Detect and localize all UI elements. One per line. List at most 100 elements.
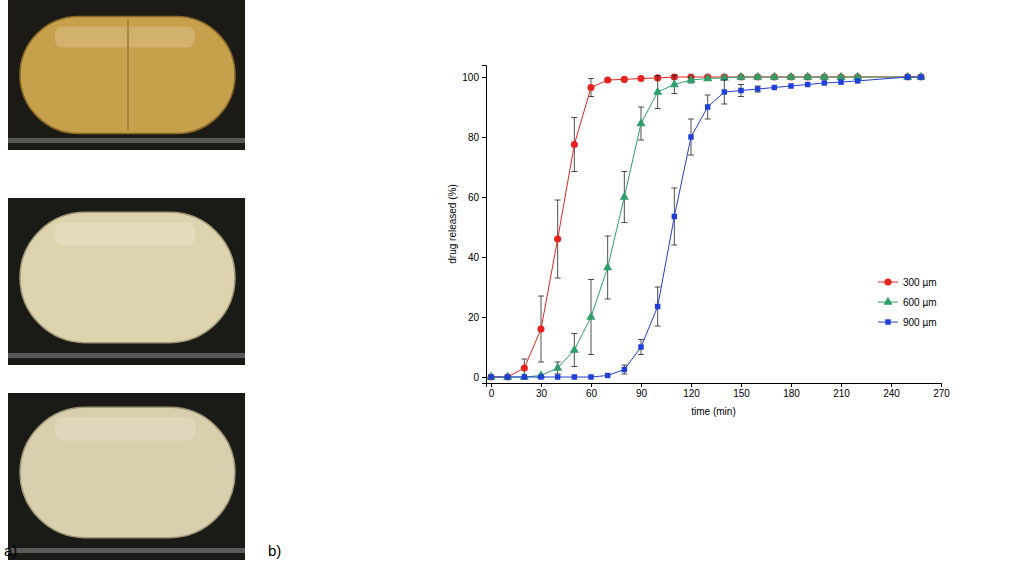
y-tick: 0 xyxy=(473,372,486,383)
data-point xyxy=(753,72,762,80)
y-tick: 40 xyxy=(468,252,486,263)
x-axis-title: time (min) xyxy=(691,406,735,417)
error-bar-cap xyxy=(588,354,594,355)
error-bar-cap xyxy=(571,171,577,172)
series xyxy=(488,74,923,379)
y-tick-mark xyxy=(482,77,486,78)
data-point xyxy=(820,72,829,80)
error-bar-cap xyxy=(571,117,577,118)
data-point xyxy=(604,76,611,83)
error-bar-cap xyxy=(555,200,561,201)
capsule-highlight xyxy=(55,222,195,245)
data-point xyxy=(917,73,924,80)
x-tick: 30 xyxy=(536,383,548,399)
x-tick: 240 xyxy=(883,383,900,399)
data-point xyxy=(855,78,860,83)
series-line xyxy=(491,77,921,377)
data-point xyxy=(638,344,643,349)
data-point xyxy=(736,72,745,80)
data-point xyxy=(603,262,612,270)
legend-item: 900 µm xyxy=(878,317,937,328)
y-axis: 020406080100 xyxy=(462,66,486,384)
data-point xyxy=(538,374,543,379)
data-point xyxy=(488,374,493,379)
series xyxy=(486,72,925,380)
capsule-highlight xyxy=(55,417,195,440)
error-bar-cap xyxy=(638,140,644,141)
legend-swatch-marker xyxy=(885,319,890,324)
data-point xyxy=(772,85,777,90)
error-bar-cap xyxy=(655,108,661,109)
x-tick-label: 270 xyxy=(933,388,950,399)
data-point xyxy=(653,87,662,95)
data-point xyxy=(622,367,627,372)
data-point xyxy=(571,141,578,148)
y-tick-mark xyxy=(482,317,486,318)
legend-item: 300 µm xyxy=(878,277,937,288)
error-bar xyxy=(688,119,694,155)
data-point xyxy=(655,304,660,309)
error-bar-cap xyxy=(588,78,594,79)
capsule xyxy=(20,212,235,342)
data-point xyxy=(586,312,595,320)
data-point xyxy=(686,75,695,83)
photo xyxy=(8,198,245,365)
data-point xyxy=(770,72,779,80)
plot-area xyxy=(486,72,925,381)
data-point xyxy=(537,325,544,332)
legend-label: 300 µm xyxy=(903,277,937,288)
data-point xyxy=(704,73,711,80)
data-point xyxy=(570,345,579,353)
error-bar-cap xyxy=(688,119,694,120)
error-bar xyxy=(671,188,677,245)
data-point xyxy=(904,73,911,80)
error-bar xyxy=(571,118,577,172)
capsule xyxy=(20,17,235,134)
photo-background xyxy=(8,393,245,560)
y-tick: 100 xyxy=(462,72,486,83)
x-axis-line xyxy=(487,384,942,388)
error-bar-cap xyxy=(671,93,677,94)
x-tick-mark xyxy=(941,383,942,387)
error-bar-cap xyxy=(655,75,661,76)
series-line xyxy=(491,77,921,377)
y-axis-line xyxy=(482,66,487,384)
error-bar xyxy=(738,85,744,97)
x-tick: 0 xyxy=(489,383,495,399)
error-bar-cap xyxy=(655,326,661,327)
error-bar-cap xyxy=(621,365,627,366)
x-tick-label: 30 xyxy=(536,388,548,399)
series-line xyxy=(491,77,921,377)
platform xyxy=(8,353,245,358)
data-point xyxy=(838,79,843,84)
legend-label: 900 µm xyxy=(903,317,937,328)
error-bar-cap xyxy=(671,75,677,76)
data-point xyxy=(605,373,610,378)
panel-a xyxy=(8,0,245,560)
photo-background xyxy=(8,198,245,365)
data-point xyxy=(636,118,645,126)
error-bar xyxy=(555,200,561,278)
x-tick: 180 xyxy=(783,383,800,399)
legend: 300 µm600 µm900 µm xyxy=(878,277,937,328)
error-bar-cap xyxy=(688,83,694,84)
x-tick-label: 60 xyxy=(586,388,598,399)
data-point xyxy=(620,192,629,200)
x-tick-mark xyxy=(641,383,642,387)
data-point xyxy=(505,374,510,379)
platform xyxy=(8,548,245,553)
y-tick-label: 100 xyxy=(462,72,479,83)
figure: a)b)030609012015018021024027002040608010… xyxy=(0,0,1009,569)
y-tick-label: 80 xyxy=(468,132,480,143)
data-point xyxy=(836,72,845,80)
data-point xyxy=(721,73,728,80)
error-bar-cap xyxy=(738,84,744,85)
data-point xyxy=(805,82,810,87)
platform xyxy=(8,138,245,143)
x-tick: 90 xyxy=(636,383,648,399)
x-tick-mark xyxy=(841,383,842,387)
x-tick-label: 210 xyxy=(833,388,850,399)
error-bar-cap xyxy=(588,279,594,280)
error-bar-cap xyxy=(688,155,694,156)
data-point xyxy=(918,74,923,79)
